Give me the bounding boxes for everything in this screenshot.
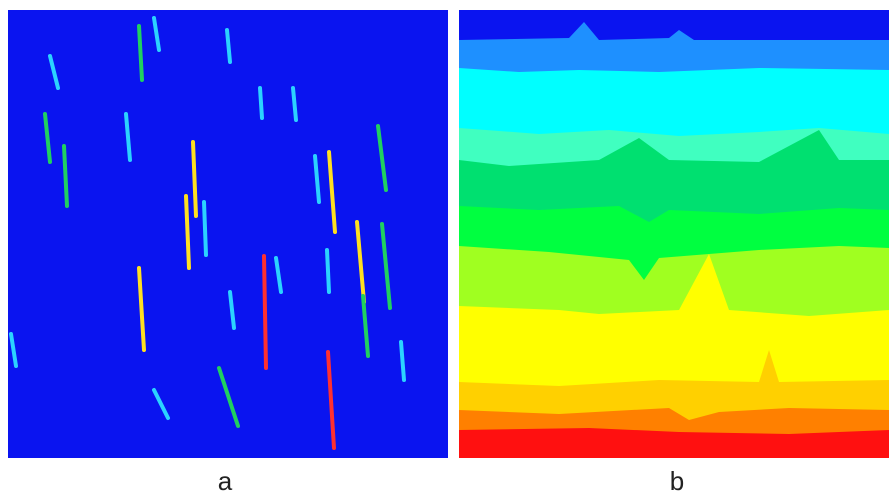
- fracture-streak: [361, 294, 370, 358]
- fracture-streak: [376, 124, 388, 192]
- panel-b-contour-map: [459, 10, 889, 458]
- panel-a-fracture-map: [8, 10, 448, 458]
- fracture-streak: [202, 200, 208, 257]
- fracture-streak: [313, 154, 321, 204]
- fracture-streak: [191, 140, 198, 218]
- fracture-streak: [225, 28, 232, 64]
- fracture-streak: [9, 332, 18, 368]
- fracture-map-image: [8, 10, 448, 458]
- fracture-streak: [380, 222, 392, 310]
- fracture-streak: [62, 144, 69, 208]
- fracture-streak: [262, 254, 268, 370]
- fracture-streak: [325, 248, 331, 294]
- fracture-streak: [399, 340, 406, 382]
- contour-band: [459, 428, 889, 458]
- fracture-streak: [43, 112, 52, 164]
- fracture-streak: [137, 24, 144, 82]
- fracture-streak: [184, 194, 191, 270]
- fracture-streak: [355, 220, 366, 304]
- fracture-streak: [291, 86, 298, 122]
- fracture-streak: [48, 54, 60, 90]
- contour-map-image: [459, 10, 889, 458]
- fracture-background: [8, 10, 448, 458]
- fracture-streak: [228, 290, 236, 330]
- fracture-streak: [152, 388, 170, 420]
- fracture-streak: [327, 150, 337, 234]
- fracture-streak: [124, 112, 132, 162]
- fracture-streak: [326, 350, 336, 450]
- fracture-streak: [258, 86, 264, 120]
- panel-a-caption: a: [217, 466, 233, 496]
- fracture-streak: [274, 256, 283, 294]
- fracture-streak: [152, 16, 161, 52]
- fracture-streak: [137, 266, 146, 352]
- panel-b-caption: b: [669, 466, 685, 496]
- fracture-streak: [217, 366, 240, 428]
